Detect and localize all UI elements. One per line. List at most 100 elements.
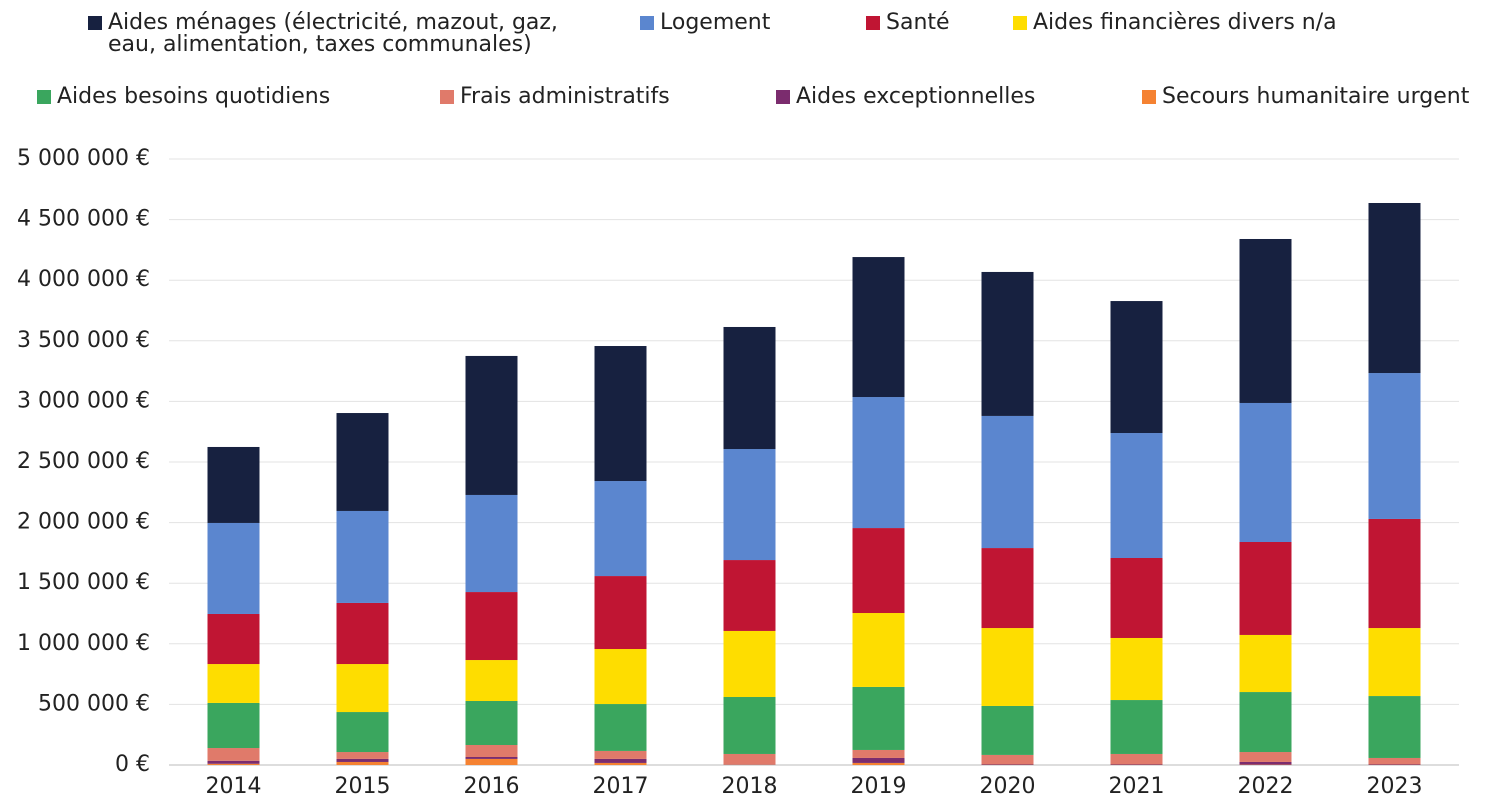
legend-item: Aides besoins quotidiens [37,86,417,108]
bar-segment [336,761,389,765]
bar-segment [981,705,1034,755]
bar-segment [207,760,260,764]
x-tick-label: 2014 [206,774,262,799]
legend-item: Santé [866,12,1006,34]
bar-segment [852,686,905,750]
bar-segment [1239,752,1292,762]
bar-segment [1110,557,1163,638]
bar-segment [981,764,1034,765]
x-tick-label: 2017 [593,774,649,799]
bar-segment [1110,301,1163,434]
bar-segment [852,528,905,614]
x-tick-label: 2020 [980,774,1036,799]
y-tick-label: 1 000 000 € [17,631,150,656]
bar-segment [1368,628,1421,697]
bar-segment [852,257,905,398]
bar-segment [852,749,905,758]
legend-label: Secours humanitaire urgent [1162,84,1470,109]
legend-label: Aides exceptionnelles [796,84,1036,109]
bar-segment [1110,637,1163,701]
bar-segment [1239,238,1292,403]
bar-segment [723,560,776,631]
y-tick-label: 3 000 000 € [17,388,150,413]
bar-segment [981,628,1034,706]
bar-segment [723,697,776,754]
bar-segment [723,753,776,765]
legend-swatch [1142,90,1156,104]
x-tick-label: 2019 [851,774,907,799]
bar-segment [336,752,389,759]
legend-swatch [776,90,790,104]
bar-segment [594,750,647,759]
y-tick-label: 500 000 € [38,691,150,716]
bar-segment [1368,373,1421,519]
bar-segment [1110,764,1163,765]
bar-segment [465,660,518,702]
bar-segment [594,576,647,650]
bar-segment [1110,753,1163,765]
bar-segment [594,704,647,751]
bar-segment [207,664,260,703]
y-tick-label: 5 000 000 € [17,146,150,171]
bar-segment [465,758,518,765]
bar-segment [723,326,776,450]
bar-segment [465,592,518,661]
bar-segment [852,613,905,687]
legend-swatch [1013,16,1027,30]
legend-item: Frais administratifs [440,86,760,108]
legend-label: Aides ménages (électricité, mazout, gaz,… [108,10,558,57]
bar-segment [981,548,1034,629]
legend-label: Logement [660,10,771,35]
bar-segment [336,602,389,665]
bar-segment [981,415,1034,549]
bar-segment [336,413,389,511]
bar-segment [207,613,260,665]
bar-segment [336,510,389,603]
x-tick-label: 2023 [1367,774,1423,799]
bar-segment [723,630,776,698]
legend-swatch [866,16,880,30]
bar-segment [594,649,647,705]
bar-segment [852,757,905,763]
bar-segment [981,754,1034,765]
bar-segment [1368,764,1421,765]
y-tick-label: 1 500 000 € [17,570,150,595]
legend-item: Aides exceptionnelles [776,86,1116,108]
legend-item: Aides financières divers n/a [1013,12,1413,34]
y-tick-label: 4 500 000 € [17,207,150,232]
y-tick-label: 2 000 000 € [17,510,150,535]
bar-segment [465,494,518,593]
bar-segment [594,346,647,482]
bar-segment [852,397,905,529]
bar-segment [207,446,260,523]
legend-swatch [88,16,102,30]
bar-segment [594,758,647,763]
y-tick-label: 2 500 000 € [17,449,150,474]
bar-segment [1239,541,1292,635]
bar-segment [465,355,518,495]
legend-label: Frais administratifs [460,84,670,109]
bar-segment [207,763,260,765]
bar-segment [1368,518,1421,629]
bar-segment [1239,402,1292,542]
bar-segment [1239,692,1292,753]
y-tick-label: 3 500 000 € [17,328,150,353]
x-tick-label: 2015 [335,774,391,799]
bar-segment [594,762,647,765]
bar-segment [465,757,518,759]
bar-segment [336,758,389,762]
bar-segment [1368,696,1421,758]
bar-segment [1110,700,1163,754]
legend-label: Aides besoins quotidiens [57,84,331,109]
legend-label: Aides financières divers n/a [1033,10,1337,35]
bar-segment [207,748,260,761]
x-tick-label: 2021 [1109,774,1165,799]
bar-segment [465,745,518,758]
bar-segment [594,481,647,577]
bar-segment [1239,761,1292,765]
bar-segment [207,702,260,749]
bar-segment [465,701,518,746]
y-tick-label: 0 € [115,752,150,777]
legend-item: Secours humanitaire urgent [1142,86,1499,108]
